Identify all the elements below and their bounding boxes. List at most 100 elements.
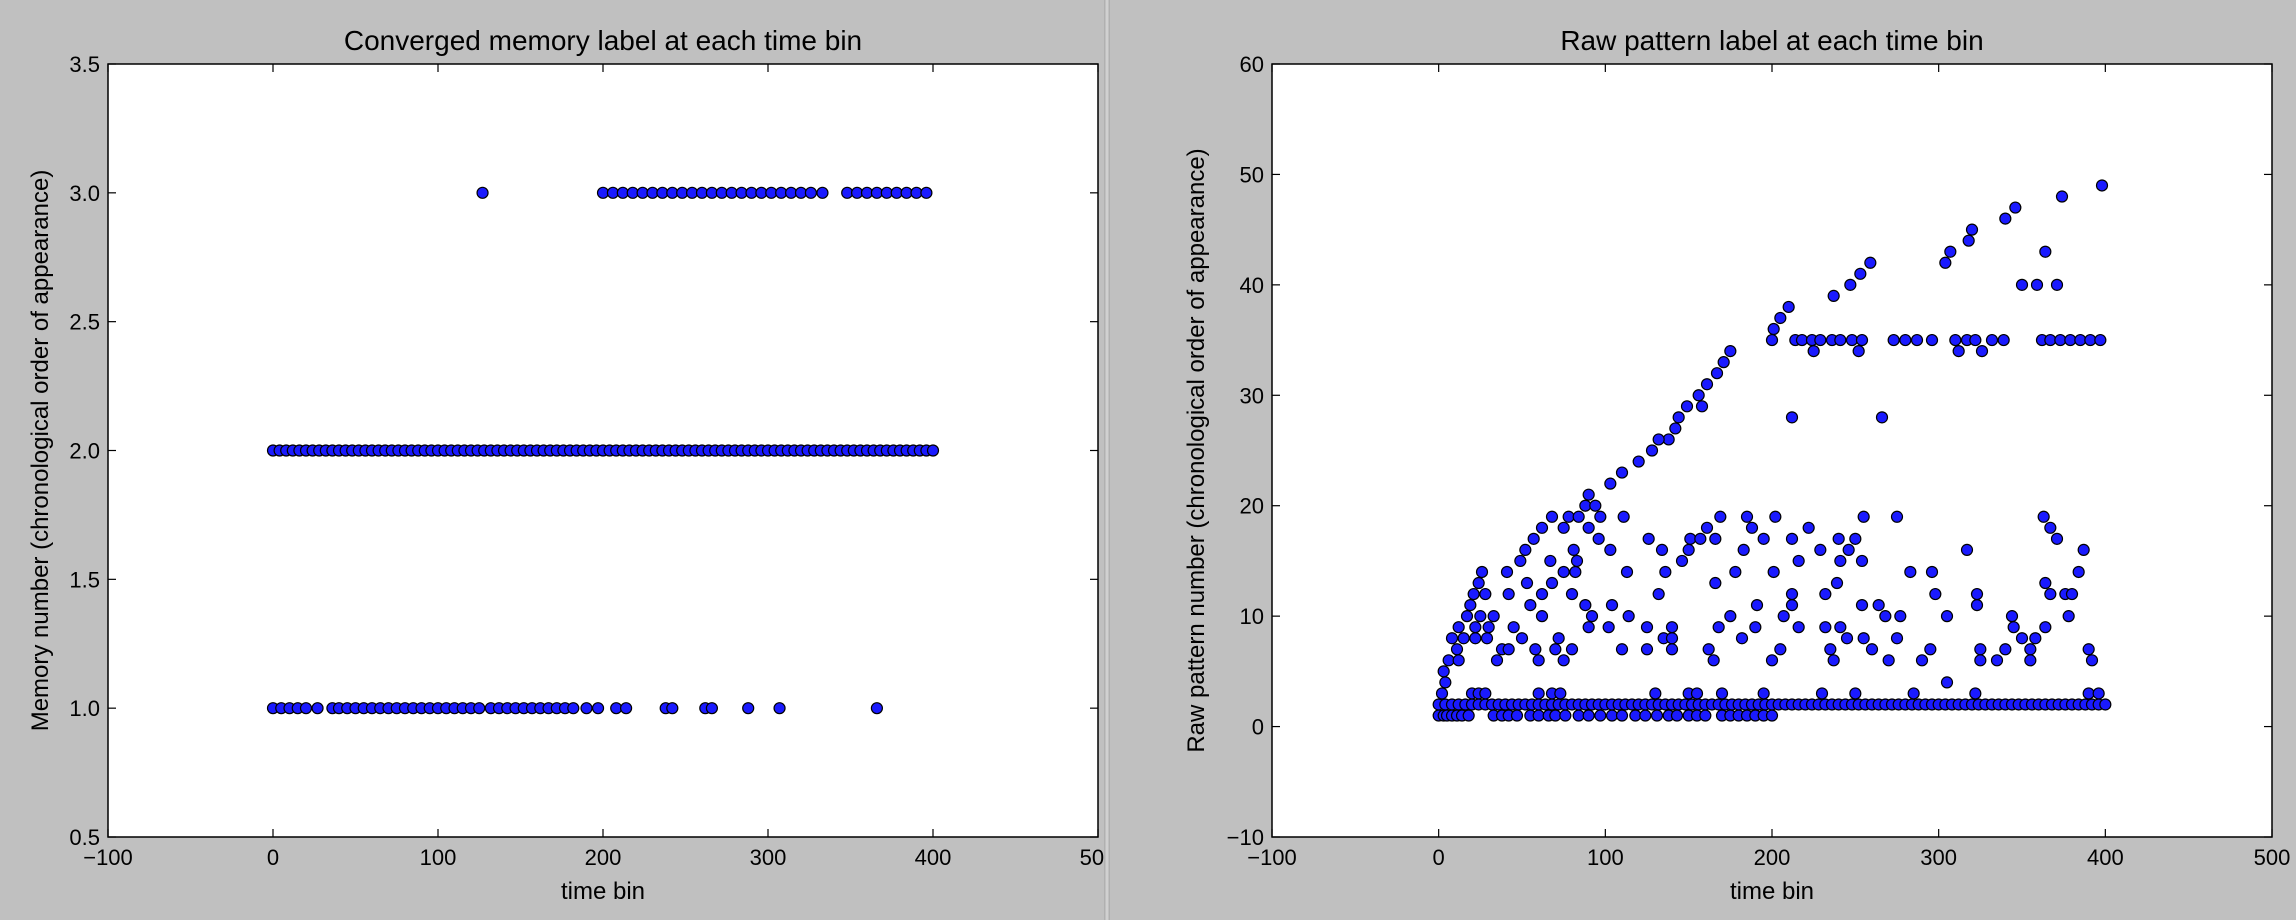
scatter-point: [1750, 598, 1764, 612]
right-figure-window: Raw pattern label at each time bin −10 0 0 1…: [1110, 0, 2296, 920]
x-tick-label: 500: [1080, 845, 1106, 870]
scatter-point: [1834, 554, 1847, 568]
scatter-point: [1907, 687, 1920, 700]
scatter-point: [567, 702, 580, 715]
scatter-point: [1712, 621, 1725, 634]
scatter-point: [1724, 610, 1737, 623]
scatter-point: [1464, 598, 1477, 612]
scatter-point: [1974, 654, 1987, 667]
scatter-point: [1769, 510, 1782, 523]
scatter-point: [1834, 621, 1847, 634]
scatter-point: [1620, 565, 1634, 579]
scatter-point: [1845, 333, 1859, 347]
scatter-point: [1824, 643, 1837, 656]
scatter-point: [1615, 643, 1629, 656]
scatter-point: [1974, 643, 1987, 656]
scatter-point: [1582, 621, 1595, 634]
scatter-point: [1515, 632, 1529, 645]
scatter-point: [1582, 488, 1595, 501]
x-tick-label: 0: [1433, 845, 1445, 870]
scatter-point: [1650, 709, 1664, 722]
scatter-point: [1535, 521, 1549, 534]
scatter-point: [1554, 687, 1567, 700]
scatter-point: [1827, 289, 1840, 302]
scatter-point: [1545, 510, 1559, 523]
scatter-point: [1437, 665, 1450, 678]
scatter-point: [1997, 333, 2010, 347]
scatter-point: [1910, 333, 1924, 347]
scatter-point: [1855, 333, 1869, 347]
scatter-point: [1925, 333, 1939, 347]
scatter-point: [2064, 333, 2077, 347]
scatter-point: [1944, 245, 1957, 258]
scatter-point: [1640, 643, 1654, 656]
scatter-point: [1834, 333, 1847, 347]
scatter-point: [1439, 676, 1452, 689]
scatter-point: [2044, 587, 2057, 601]
scatter-point: [1622, 610, 1635, 623]
x-tick-label: 300: [1920, 845, 1957, 870]
scatter-point: [1749, 621, 1762, 634]
scatter-point: [1740, 510, 1754, 523]
scatter-point: [1717, 356, 1730, 369]
scatter-point: [1882, 654, 1895, 667]
scatter-point: [1757, 532, 1770, 545]
y-tick-label: −10: [1227, 825, 1264, 850]
chart-title: Converged memory label at each time bin: [344, 25, 862, 56]
scatter-point: [1975, 345, 1989, 358]
scatter-point: [1815, 687, 1829, 700]
scatter-point: [1737, 543, 1750, 556]
scatter-point: [1819, 621, 1832, 634]
scatter-points: [1432, 179, 2112, 722]
scatter-point: [2009, 201, 2022, 214]
scatter-point: [1872, 598, 1885, 612]
scatter-point: [1529, 643, 1542, 656]
scatter-point: [1684, 532, 1697, 545]
scatter-point: [2039, 621, 2052, 634]
scatter-point: [1544, 554, 1557, 568]
scatter-point: [1579, 598, 1592, 612]
scatter-point: [1582, 709, 1595, 722]
scatter-point: [1855, 554, 1869, 568]
scatter-point: [1535, 610, 1549, 623]
scatter-point: [1645, 444, 1659, 457]
scatter-point: [1605, 598, 1619, 612]
chart-title: Raw pattern label at each time bin: [1560, 25, 1983, 56]
scatter-point: [1507, 621, 1520, 634]
scatter-point: [1502, 587, 1515, 601]
scatter-point: [1827, 654, 1840, 667]
y-tick-label: 2.0: [69, 439, 100, 464]
scatter-point: [1665, 621, 1679, 634]
scatter-point: [1692, 389, 1705, 402]
scatter-point: [2044, 333, 2057, 347]
scatter-point: [1690, 687, 1704, 700]
scatter-point: [1469, 621, 1482, 634]
scatter-point: [1520, 576, 1534, 590]
scatter-point: [2037, 510, 2050, 523]
scatter-point: [926, 444, 940, 457]
scatter-point: [476, 186, 489, 199]
scatter-point: [1670, 709, 1684, 722]
scatter-point: [1569, 565, 1582, 579]
scatter-point: [2044, 521, 2057, 534]
scatter-point: [1694, 532, 1707, 545]
scatter-point: [2072, 565, 2085, 579]
scatter-point: [1452, 654, 1465, 667]
scatter-point: [2007, 621, 2020, 634]
y-tick-label: 60: [1240, 52, 1264, 77]
x-axis-label: time bin: [561, 878, 645, 905]
window-divider: [1104, 0, 1110, 920]
scatter-point: [1567, 543, 1580, 556]
scatter-point: [1502, 643, 1515, 656]
scatter-point: [920, 186, 933, 199]
scatter-point: [1857, 510, 1870, 523]
scatter-point: [473, 702, 486, 715]
scatter-point: [1469, 632, 1482, 645]
y-tick-label: 0: [1252, 715, 1264, 740]
y-tick-label: 10: [1240, 604, 1264, 629]
x-tick-label: −100: [83, 845, 133, 870]
scatter-point: [1899, 333, 1912, 347]
scatter-point: [1559, 709, 1572, 722]
scatter-point: [1765, 709, 1779, 722]
scatter-point: [2055, 190, 2069, 203]
